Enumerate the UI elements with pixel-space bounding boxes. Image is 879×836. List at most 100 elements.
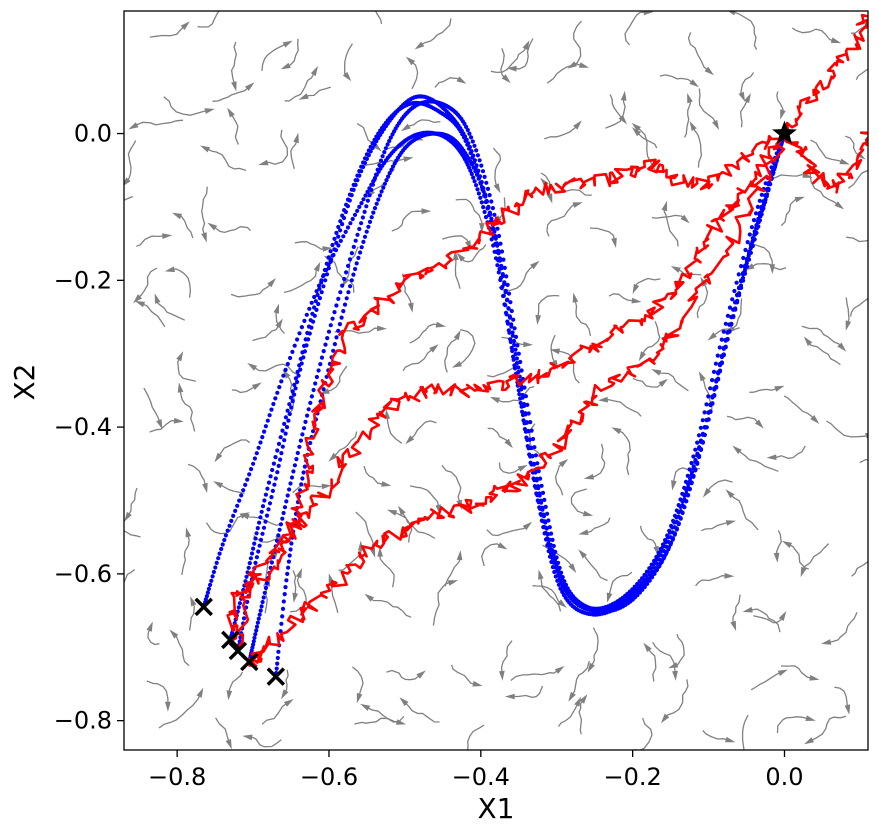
flow-streamline	[701, 521, 731, 532]
trajectory-point	[316, 301, 321, 307]
trajectory-point	[499, 249, 505, 254]
trajectory-point	[283, 431, 288, 436]
flow-arrowhead	[213, 481, 224, 489]
trajectory-point	[505, 321, 511, 326]
trajectory-point	[540, 490, 546, 495]
end-x-stroke	[228, 641, 248, 661]
flow-streamline	[136, 235, 167, 247]
flow-arrowhead	[830, 37, 842, 44]
trajectory-point	[268, 474, 273, 479]
flow-streamline	[687, 32, 710, 72]
trajectory-point	[757, 218, 763, 223]
trajectory-point	[351, 187, 356, 192]
trajectory-point	[658, 546, 664, 551]
flow-arrowhead	[554, 666, 565, 674]
trajectory-point	[342, 276, 347, 282]
trajectory-point	[525, 444, 530, 449]
trajectory-point	[368, 149, 373, 154]
trajectory-point	[479, 200, 484, 205]
trajectory-point	[512, 366, 518, 371]
trajectory-point	[499, 266, 504, 271]
trajectory-point	[379, 189, 384, 194]
flow-arrowhead	[364, 593, 374, 602]
trajectory-point	[769, 165, 774, 170]
flow-arrowhead	[800, 566, 807, 578]
flow-arrowhead	[523, 341, 534, 348]
trajectory-point	[330, 242, 335, 248]
trajectory-point	[382, 150, 387, 155]
trajectory-point	[731, 314, 736, 320]
trajectory-point	[689, 480, 694, 485]
trajectory-point	[380, 154, 385, 159]
trajectory-point	[529, 428, 534, 433]
flow-streamline	[702, 729, 730, 742]
trajectory-point	[687, 486, 693, 491]
trajectory-point	[345, 204, 350, 209]
trajectory-point	[324, 261, 329, 266]
flow-streamline	[212, 225, 251, 234]
flow-arrowhead	[568, 691, 576, 702]
trajectory-point	[533, 453, 539, 458]
trajectory-point	[546, 549, 551, 554]
trajectory-point	[275, 661, 280, 666]
trajectory-point	[332, 342, 337, 347]
flow-streamline	[749, 241, 773, 269]
trajectory-point	[501, 257, 506, 262]
trajectory-point	[542, 497, 547, 502]
trajectory-point	[287, 487, 292, 492]
flow-arrowhead	[172, 212, 183, 220]
trajectory-point	[637, 590, 643, 595]
trajectory-point	[222, 537, 227, 543]
flow-streamline	[589, 227, 616, 243]
flow-streamline	[776, 716, 811, 734]
flow-arrowhead	[689, 121, 697, 131]
flow-arrowhead	[124, 511, 132, 522]
trajectory-point	[702, 432, 707, 437]
trajectory-point	[292, 382, 297, 387]
flow-streamline	[205, 514, 245, 535]
flow-streamline	[801, 543, 830, 572]
trajectory-point	[376, 197, 381, 202]
trajectory-point	[509, 322, 514, 327]
trajectory-point	[669, 523, 674, 529]
trajectory-point	[314, 307, 319, 312]
trajectory-point	[275, 470, 280, 475]
trajectory-point	[689, 460, 694, 466]
flow-arrowhead	[643, 11, 654, 16]
trajectory-point	[502, 265, 507, 270]
flow-arrowhead	[281, 689, 289, 700]
trajectory-point	[363, 193, 368, 198]
trajectory-point	[304, 343, 309, 348]
trajectory-point	[735, 300, 740, 305]
x-tick-label: −0.8	[148, 763, 206, 791]
flow-arrowhead	[598, 396, 608, 403]
trajectory-point	[285, 408, 290, 413]
flow-arrowhead	[283, 699, 294, 707]
trajectory-point	[319, 290, 324, 295]
trajectory-point	[768, 182, 773, 187]
flow-arrowhead	[356, 692, 363, 704]
flow-streamline	[495, 385, 535, 403]
trajectory-point	[349, 251, 354, 256]
trajectory-point	[349, 193, 354, 198]
trajectory-point	[300, 476, 305, 481]
trajectory-point	[678, 497, 683, 502]
trajectory-point	[339, 315, 344, 320]
trajectory-point	[387, 171, 392, 176]
flow-streamline	[173, 633, 190, 667]
flow-streamline	[772, 445, 806, 460]
trajectory-point	[752, 237, 757, 242]
flow-streamline	[441, 464, 462, 505]
trajectory-point	[503, 290, 508, 295]
end-x-marker	[221, 630, 240, 650]
trajectory-point	[315, 292, 320, 298]
flow-streamline	[783, 395, 816, 421]
flow-streamline	[490, 45, 528, 74]
flow-streamline	[791, 27, 836, 42]
flow-streamline	[275, 309, 285, 334]
flow-arrowhead	[582, 510, 594, 517]
trajectory-point	[650, 575, 655, 580]
trajectory-point	[509, 345, 514, 350]
trajectory-point	[260, 599, 265, 605]
trajectory-point	[538, 498, 543, 503]
